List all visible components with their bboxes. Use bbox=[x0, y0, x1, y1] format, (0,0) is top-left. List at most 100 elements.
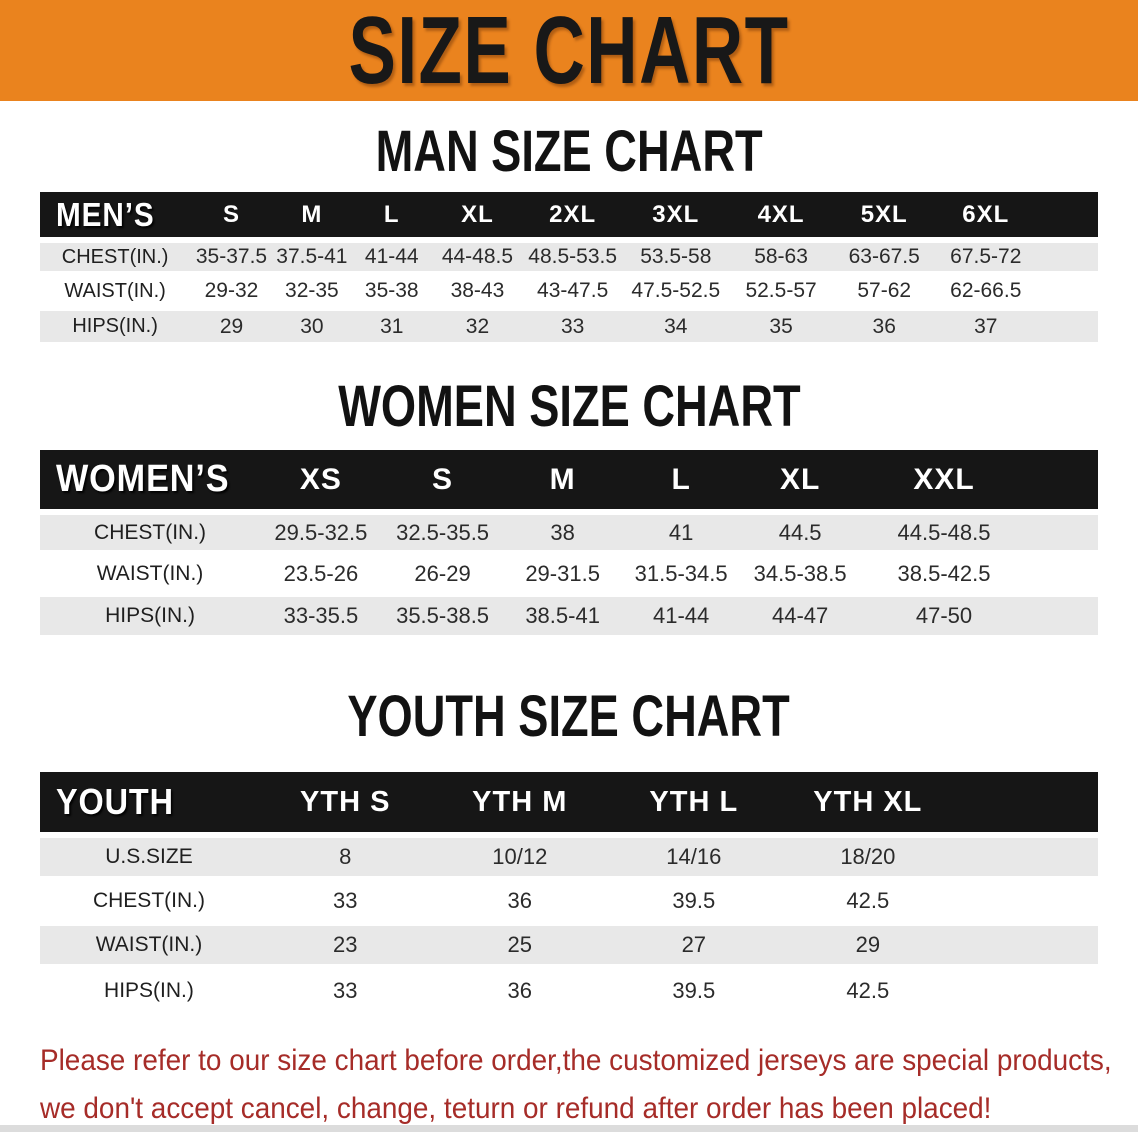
size-value: 38.5-41 bbox=[503, 591, 622, 635]
size-value: 32 bbox=[432, 305, 523, 342]
size-value: 48.5-53.5 bbox=[522, 237, 623, 274]
disclaimer-text: Please refer to our size chart before or… bbox=[40, 1037, 1138, 1132]
column-header: M bbox=[503, 450, 622, 512]
size-value: 29 bbox=[190, 305, 273, 342]
size-value: 8 bbox=[257, 832, 433, 879]
size-value: 67.5-72 bbox=[935, 237, 1037, 274]
youth-header-row: YOUTH YTH S YTH M YTH L YTH XL bbox=[40, 772, 1098, 835]
column-header: YTH XL bbox=[780, 772, 956, 835]
men-corner-label: MEN’S bbox=[40, 192, 191, 240]
column-header: 2XL bbox=[522, 192, 623, 240]
women-size-table: WOMEN’S XS S M L XL XXL CHEST(IN.) 29.5-… bbox=[40, 450, 1098, 635]
row-label: HIPS(IN.) bbox=[40, 591, 261, 635]
size-value: 44-47 bbox=[740, 591, 860, 635]
size-value: 25 bbox=[432, 920, 608, 967]
size-value: 10/12 bbox=[432, 832, 608, 879]
table-row: U.S.SIZE 8 10/12 14/16 18/20 bbox=[40, 832, 1098, 879]
spacer-cell bbox=[1028, 591, 1098, 635]
size-value: 38-43 bbox=[432, 271, 523, 308]
size-value: 62-66.5 bbox=[935, 271, 1037, 308]
size-value: 47.5-52.5 bbox=[622, 271, 729, 308]
footer-strip bbox=[0, 1125, 1138, 1132]
spacer-cell bbox=[955, 964, 1098, 1011]
column-header: XL bbox=[432, 192, 523, 240]
size-value: 53.5-58 bbox=[622, 237, 729, 274]
column-header: M bbox=[272, 192, 352, 240]
column-header: L bbox=[621, 450, 741, 512]
men-header-row: MEN’S S M L XL 2XL 3XL 4XL 5XL 6XL bbox=[40, 192, 1098, 240]
size-value: 38 bbox=[503, 509, 622, 553]
size-value: 34.5-38.5 bbox=[740, 550, 860, 594]
table-row: CHEST(IN.) 29.5-32.5 32.5-35.5 38 41 44.… bbox=[40, 509, 1098, 553]
spacer-cell bbox=[1028, 450, 1098, 512]
row-label: CHEST(IN.) bbox=[40, 509, 261, 553]
spacer-cell bbox=[955, 876, 1098, 923]
spacer-cell bbox=[1036, 305, 1098, 342]
column-header: 3XL bbox=[622, 192, 729, 240]
size-value: 33 bbox=[257, 876, 433, 923]
size-value: 29.5-32.5 bbox=[260, 509, 382, 553]
size-value: 41-44 bbox=[621, 591, 741, 635]
size-value: 52.5-57 bbox=[728, 271, 834, 308]
size-value: 44.5-48.5 bbox=[859, 509, 1029, 553]
size-value: 32-35 bbox=[272, 271, 352, 308]
banner-title: SIZE CHART bbox=[348, 0, 790, 104]
column-header: XS bbox=[260, 450, 382, 512]
size-value: 34 bbox=[622, 305, 729, 342]
row-label: WAIST(IN.) bbox=[40, 920, 258, 967]
column-header: XXL bbox=[859, 450, 1029, 512]
size-chart-banner: SIZE CHART bbox=[0, 0, 1138, 101]
table-row: CHEST(IN.) 35-37.5 37.5-41 41-44 44-48.5… bbox=[40, 237, 1098, 274]
column-header: 6XL bbox=[935, 192, 1037, 240]
column-header: XL bbox=[740, 450, 860, 512]
size-value: 37 bbox=[935, 305, 1037, 342]
size-value: 33 bbox=[522, 305, 623, 342]
size-value: 38.5-42.5 bbox=[859, 550, 1029, 594]
table-row: HIPS(IN.) 29 30 31 32 33 34 35 36 37 bbox=[40, 305, 1098, 342]
size-value: 35 bbox=[728, 305, 834, 342]
size-value: 33 bbox=[257, 964, 433, 1011]
size-value: 37.5-41 bbox=[272, 237, 352, 274]
column-header: YTH S bbox=[257, 772, 433, 835]
spacer-cell bbox=[1036, 192, 1098, 240]
size-value: 14/16 bbox=[607, 832, 781, 879]
size-value: 36 bbox=[432, 876, 608, 923]
row-label: U.S.SIZE bbox=[40, 832, 258, 879]
size-value: 42.5 bbox=[780, 876, 956, 923]
size-value: 41 bbox=[621, 509, 741, 553]
men-size-table-wrap: MEN’S S M L XL 2XL 3XL 4XL 5XL 6XL CHEST… bbox=[40, 192, 1098, 342]
spacer-cell bbox=[1036, 237, 1098, 274]
spacer-cell bbox=[955, 920, 1098, 967]
men-corner-label-text: MEN’S bbox=[56, 195, 155, 233]
size-value: 23 bbox=[257, 920, 433, 967]
size-value: 18/20 bbox=[780, 832, 956, 879]
column-header: YTH L bbox=[607, 772, 781, 835]
youth-size-table-wrap: YOUTH YTH S YTH M YTH L YTH XL U.S.SIZE … bbox=[40, 772, 1098, 1011]
column-header: 4XL bbox=[728, 192, 834, 240]
column-header: S bbox=[381, 450, 504, 512]
size-value: 35-38 bbox=[351, 271, 433, 308]
women-corner-label-text: WOMEN’S bbox=[56, 458, 230, 500]
size-value: 31 bbox=[351, 305, 433, 342]
column-header: S bbox=[190, 192, 273, 240]
table-row: WAIST(IN.) 29-32 32-35 35-38 38-43 43-47… bbox=[40, 271, 1098, 308]
table-row: HIPS(IN.) 33-35.5 35.5-38.5 38.5-41 41-4… bbox=[40, 591, 1098, 635]
row-label: WAIST(IN.) bbox=[40, 271, 191, 308]
spacer-cell bbox=[1028, 509, 1098, 553]
size-value: 44-48.5 bbox=[432, 237, 523, 274]
men-size-table: MEN’S S M L XL 2XL 3XL 4XL 5XL 6XL CHEST… bbox=[40, 192, 1098, 342]
youth-section-heading-text: YOUTH SIZE CHART bbox=[347, 684, 791, 749]
column-header: 5XL bbox=[833, 192, 935, 240]
size-value: 43-47.5 bbox=[522, 271, 623, 308]
row-label: WAIST(IN.) bbox=[40, 550, 261, 594]
spacer-cell bbox=[955, 832, 1098, 879]
size-value: 39.5 bbox=[607, 964, 781, 1011]
youth-size-table: YOUTH YTH S YTH M YTH L YTH XL U.S.SIZE … bbox=[40, 772, 1098, 1011]
size-value: 23.5-26 bbox=[260, 550, 382, 594]
size-value: 36 bbox=[432, 964, 608, 1011]
size-value: 35-37.5 bbox=[190, 237, 273, 274]
women-section-heading: WOMEN SIZE CHART bbox=[0, 378, 1138, 436]
size-value: 35.5-38.5 bbox=[381, 591, 504, 635]
table-row: CHEST(IN.) 33 36 39.5 42.5 bbox=[40, 876, 1098, 923]
